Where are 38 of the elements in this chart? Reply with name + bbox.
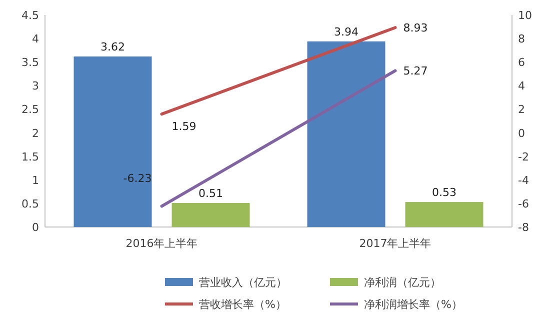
legend-label: 净利润增长率（%） <box>364 298 462 311</box>
bar <box>405 202 484 227</box>
x-tick-label: 2016年上半年 <box>126 237 198 250</box>
y-tick-label: 4 <box>32 32 39 46</box>
y2-tick-label: -2 <box>518 150 529 164</box>
data-label: -6.23 <box>123 172 152 186</box>
legend-label: 净利润（亿元） <box>364 276 441 289</box>
bar <box>74 56 152 227</box>
y-tick-label: 3 <box>32 80 39 93</box>
y-tick-label: 1 <box>32 174 39 187</box>
legend-label: 营业收入（亿元） <box>199 276 287 289</box>
data-label: 1.59 <box>172 120 196 134</box>
legend-label: 营收增长率（%） <box>199 298 286 311</box>
x-tick-label: 2017年上半年 <box>359 237 432 250</box>
y-tick-label: 0.5 <box>22 197 39 210</box>
y2-tick-label: 10 <box>518 9 532 22</box>
data-label: 3.62 <box>100 40 125 54</box>
y2-tick-label: -4 <box>518 174 529 187</box>
y-tick-label: 4.5 <box>22 9 39 22</box>
y2-tick-label: -6 <box>518 197 529 210</box>
y-tick-label: 2.5 <box>22 103 39 116</box>
data-label: 0.51 <box>198 186 223 200</box>
y2-tick-label: 0 <box>518 126 525 140</box>
bar <box>307 41 386 227</box>
y2-tick-label: 8 <box>518 32 525 46</box>
data-label: 8.93 <box>403 22 428 35</box>
y2-tick-label: -8 <box>518 221 529 234</box>
data-label: 0.53 <box>432 186 456 200</box>
y-tick-label: 3.5 <box>22 56 39 70</box>
data-label: 5.27 <box>403 64 428 78</box>
bar <box>172 202 250 227</box>
y-tick-label: 1.5 <box>22 150 39 164</box>
y2-tick-label: 4 <box>518 80 525 93</box>
y-tick-label: 0 <box>32 221 39 234</box>
y-tick-label: 2 <box>32 126 39 140</box>
y2-tick-label: 2 <box>518 103 525 116</box>
data-label: 3.94 <box>334 25 358 38</box>
y2-tick-label: 6 <box>518 56 525 70</box>
